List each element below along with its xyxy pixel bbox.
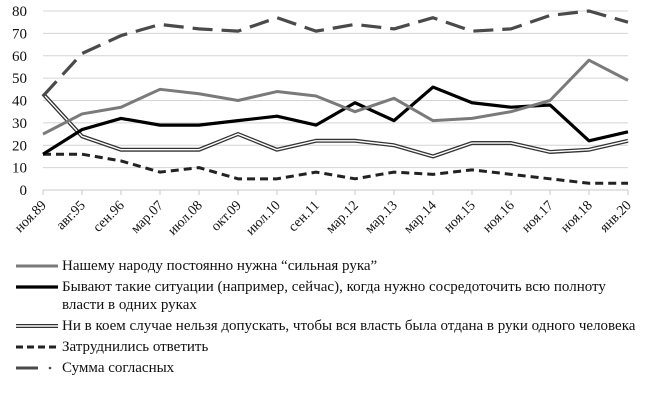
legend-swatch-short-dash-icon bbox=[16, 345, 58, 349]
x-tick-label: июл.08 bbox=[165, 198, 205, 238]
y-tick-label: 10 bbox=[12, 161, 27, 177]
y-tick-label: 20 bbox=[12, 138, 27, 154]
legend-swatch-gray-solid-icon bbox=[16, 264, 58, 268]
y-tick-label: 80 bbox=[12, 4, 27, 20]
series-double-line bbox=[41, 92, 629, 159]
chart-legend: Нашему народу постоянно нужна “сильная р… bbox=[14, 257, 644, 380]
series-solid-gray bbox=[42, 58, 629, 136]
legend-label: Нашему народу постоянно нужна “сильная р… bbox=[62, 258, 378, 274]
x-tick-label: ноя.17 bbox=[519, 198, 557, 236]
y-tick-label: 30 bbox=[12, 116, 27, 132]
legend-swatch-double-line-icon bbox=[16, 324, 58, 328]
series-short-dash bbox=[43, 152, 628, 185]
legend-swatch-long-dash-icon bbox=[16, 366, 52, 370]
legend-label: Бывают такие ситуации (например, сейчас)… bbox=[62, 279, 606, 313]
x-tick-label: ноя.18 bbox=[558, 198, 596, 236]
legend-swatch-black-solid-icon bbox=[16, 285, 58, 289]
x-tick-label: ноя.15 bbox=[441, 198, 479, 236]
y-tick-label: 50 bbox=[12, 71, 27, 87]
y-tick-label: 0 bbox=[20, 183, 28, 199]
series-long-dash bbox=[41, 9, 629, 98]
y-tick-label: 40 bbox=[12, 94, 27, 110]
x-tick-label: авг.95 bbox=[54, 198, 89, 233]
x-tick-label: мар.07 bbox=[128, 198, 167, 237]
y-tick-label: 60 bbox=[12, 49, 27, 65]
legend-item-total-agree: Сумма согласных bbox=[14, 359, 644, 377]
x-tick-label: мар.12 bbox=[323, 198, 362, 237]
legend-item-hard-to-answer: Затруднились ответить bbox=[14, 338, 644, 356]
x-tick-label: мар.13 bbox=[362, 198, 401, 237]
legend-item-strong-hand: Нашему народу постоянно нужна “сильная р… bbox=[14, 257, 644, 275]
y-axis: 0 10 20 30 40 50 60 70 80 bbox=[12, 4, 27, 199]
x-tick-label: сен.11 bbox=[286, 198, 323, 235]
x-tick-label: ноя.16 bbox=[480, 198, 518, 236]
legend-item-never-allow: Ни в коем случае нельзя допускать, чтобы… bbox=[14, 317, 644, 335]
x-tick-label: сен.96 bbox=[91, 198, 128, 235]
series-lines bbox=[41, 9, 629, 185]
y-tick-label: 70 bbox=[12, 26, 27, 42]
series-solid-black bbox=[42, 85, 629, 156]
gridlines bbox=[43, 10, 628, 169]
legend-item-concentrate-power: Бывают такие ситуации (например, сейчас)… bbox=[14, 278, 644, 314]
x-tick-label: мар.14 bbox=[401, 198, 440, 237]
x-tick-label: июл.10 bbox=[243, 198, 283, 238]
legend-label: Затруднились ответить bbox=[62, 339, 209, 355]
x-tick-label: ноя.89 bbox=[12, 198, 50, 236]
legend-label: Ни в коем случае нельзя допускать, чтобы… bbox=[62, 318, 636, 334]
x-tick-label: окт.09 bbox=[209, 198, 245, 234]
x-tick-label: янв.20 bbox=[597, 198, 635, 236]
legend-label: Сумма согласных bbox=[62, 360, 175, 376]
